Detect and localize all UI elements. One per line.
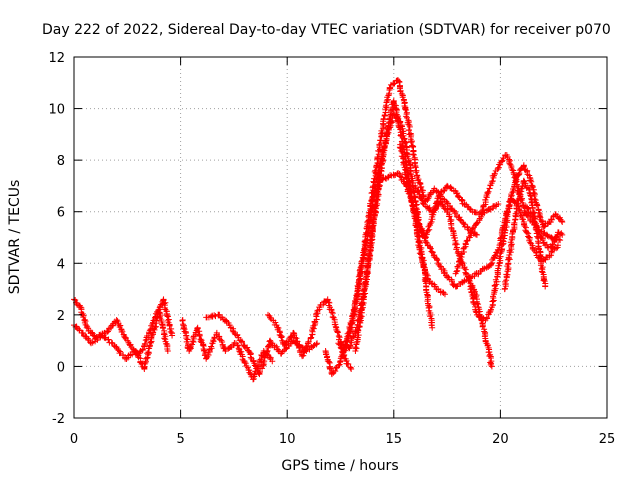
- series-markers: [71, 296, 176, 360]
- y-tick-label: 10: [48, 103, 65, 118]
- x-tick-label: 0: [70, 432, 78, 447]
- series-markers: [265, 296, 355, 373]
- plot-frame: [73, 56, 608, 419]
- series-trace-14: [501, 177, 549, 293]
- x-tick-label: 10: [279, 432, 296, 447]
- series-trace-13: [467, 162, 566, 324]
- y-tick-label: -2: [52, 412, 65, 427]
- x-tick-label: 5: [176, 432, 184, 447]
- series-markers: [467, 162, 566, 324]
- series-trace-3: [179, 317, 276, 383]
- axis-ticks: 0 5 10 15 20 25 -2 0 2 4 6 8 10 12: [48, 51, 615, 447]
- chart-title: Day 222 of 2022, Sidereal Day-to-day VTE…: [42, 22, 611, 38]
- y-axis-label: SDTVAR / TECUs: [7, 180, 23, 295]
- y-tick-label: 12: [48, 51, 65, 66]
- y-tick-label: 2: [57, 309, 65, 324]
- series-trace-1: [71, 296, 176, 360]
- data-marks: [71, 77, 566, 383]
- series-markers: [522, 203, 566, 251]
- x-tick-label: 20: [492, 432, 509, 447]
- x-axis-label: GPS time / hours: [281, 458, 398, 474]
- y-tick-label: 6: [57, 206, 65, 221]
- y-tick-label: 0: [57, 360, 65, 375]
- x-tick-label: 25: [599, 432, 616, 447]
- y-tick-label: 8: [57, 154, 65, 169]
- series-markers: [501, 177, 549, 293]
- series-trace-5: [265, 296, 355, 373]
- x-tick-label: 15: [386, 432, 403, 447]
- y-tick-label: 4: [57, 257, 65, 272]
- series-markers: [179, 317, 276, 383]
- series-trace-15: [522, 203, 566, 251]
